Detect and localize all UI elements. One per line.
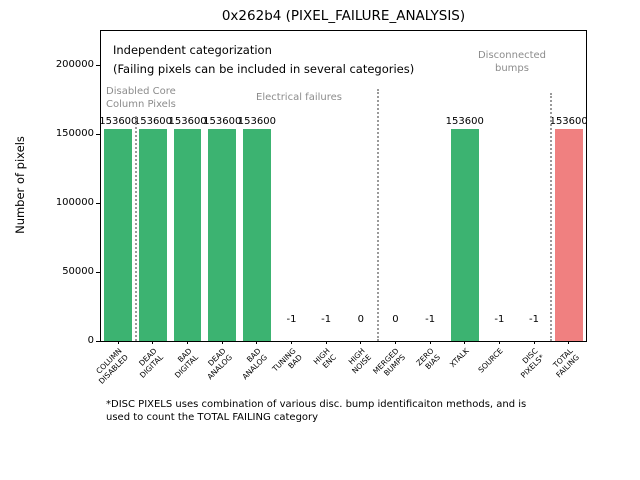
y-tick-mark: [96, 133, 100, 135]
y-axis-label: Number of pixels: [13, 136, 27, 234]
bar-value-label: -1: [321, 314, 332, 325]
section-divider: [550, 93, 553, 341]
x-tick-mark: [394, 341, 396, 344]
bar-10: [450, 129, 479, 341]
x-tick-mark: [464, 341, 466, 344]
bar-value-label: 153600: [549, 116, 588, 128]
y-tick-mark: [96, 271, 100, 273]
y-tick-label: 0: [87, 335, 94, 346]
bar-value-label: -1: [425, 314, 436, 325]
y-tick-label: 150000: [55, 128, 94, 140]
y-tick-mark: [96, 64, 100, 66]
x-tick-mark: [325, 341, 327, 344]
bar-value-label: 0: [357, 314, 364, 325]
plot-area: Independent categorization (Failing pixe…: [56, 30, 588, 385]
y-tick-label: 100000: [55, 197, 94, 209]
y-tick-mark: [96, 340, 100, 342]
bar-value-label: 153600: [445, 116, 484, 128]
x-tick-mark: [429, 341, 431, 344]
x-tick-mark: [187, 341, 189, 344]
x-tick-mark: [498, 341, 500, 344]
bar-1: [139, 129, 167, 341]
x-tick-mark: [152, 341, 154, 344]
x-tick-mark: [568, 341, 570, 344]
note-line-2: (Failing pixels can be included in sever…: [113, 62, 415, 76]
section-label: Disconnected bumps: [477, 50, 547, 74]
bar-0: [104, 129, 133, 341]
bar-value-label: -1: [494, 314, 505, 325]
x-tick-mark: [256, 341, 258, 344]
y-tick-label: 50000: [62, 266, 94, 278]
bar-value-label: 153600: [99, 116, 138, 128]
chart-title: 0x262b4 (PIXEL_FAILURE_ANALYSIS): [221, 8, 466, 24]
bar-13: [554, 129, 583, 341]
section-divider: [377, 89, 380, 341]
bar-3: [208, 129, 237, 341]
note-annotation: Independent categorization (Failing pixe…: [113, 41, 414, 79]
bar-value-label: 0: [392, 314, 399, 325]
x-tick-mark: [291, 341, 293, 344]
x-tick-mark: [360, 341, 362, 344]
bar-value-label: -1: [529, 314, 540, 325]
bar-value-label: -1: [286, 314, 297, 325]
x-tick-mark: [533, 341, 535, 344]
y-tick-mark: [96, 202, 100, 204]
bar-value-label: 153600: [203, 116, 242, 128]
bar-value-label: 153600: [237, 116, 276, 128]
x-tick-mark: [221, 341, 223, 344]
section-label: Electrical failures: [256, 92, 342, 103]
bar-value-label: 153600: [133, 116, 173, 128]
section-label: Disabled Core Column Pixels: [106, 86, 176, 110]
bar-value-label: 153600: [168, 116, 207, 128]
y-tick-label: 200000: [55, 59, 94, 71]
footnote: *DISC PIXELS uses combination of various…: [106, 399, 527, 423]
bar-4: [243, 129, 271, 341]
x-tick-mark: [117, 341, 119, 344]
section-divider: [134, 116, 137, 341]
bar-2: [173, 129, 202, 341]
note-line-1: Independent categorization: [113, 43, 272, 57]
